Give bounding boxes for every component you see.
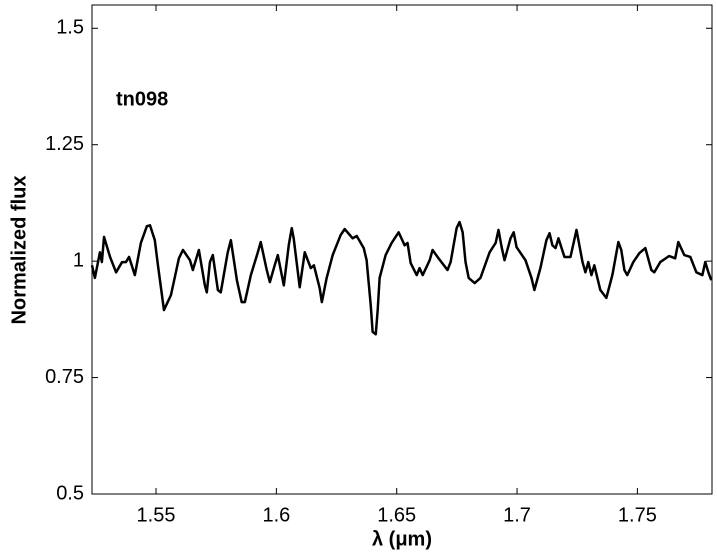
y-tick-label: 1.25 — [45, 133, 84, 155]
spectrum-line — [90, 220, 713, 336]
y-tick-label: 1 — [73, 249, 84, 271]
x-tick-label: 1.55 — [137, 504, 176, 526]
x-tick-label: 1.6 — [262, 504, 290, 526]
plot-frame — [91, 4, 713, 495]
x-tick-label: 1.65 — [377, 504, 416, 526]
x-tick-label: 1.7 — [503, 504, 531, 526]
annotation: tn098 — [116, 88, 168, 110]
y-axis-label: Normalized flux — [8, 176, 30, 325]
y-tick-label: 1.5 — [56, 17, 84, 39]
y-tick-label: 0.5 — [56, 482, 84, 504]
y-tick-label: 0.75 — [45, 366, 84, 388]
x-axis-label: λ (μm) — [372, 528, 432, 550]
x-tick-label: 1.75 — [618, 504, 657, 526]
